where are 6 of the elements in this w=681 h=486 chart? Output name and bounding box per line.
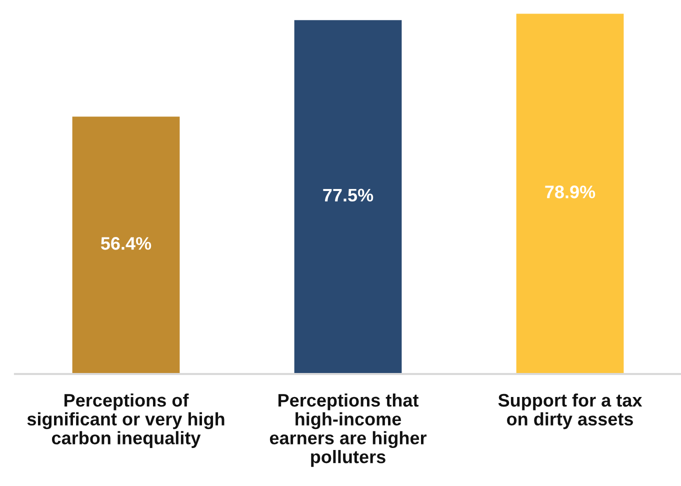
x-tick-label: Perceptions that high-income earners are higher polluters — [270, 393, 427, 467]
data-label: 78.9% — [545, 186, 596, 198]
data-label: 56.4% — [100, 237, 152, 250]
data-label: 77.5% — [323, 188, 374, 202]
x-tick-label: Support for a tax on dirty assets — [498, 393, 642, 430]
x-tick-label: Perceptions of significant or very high carbon inequality — [27, 393, 224, 448]
